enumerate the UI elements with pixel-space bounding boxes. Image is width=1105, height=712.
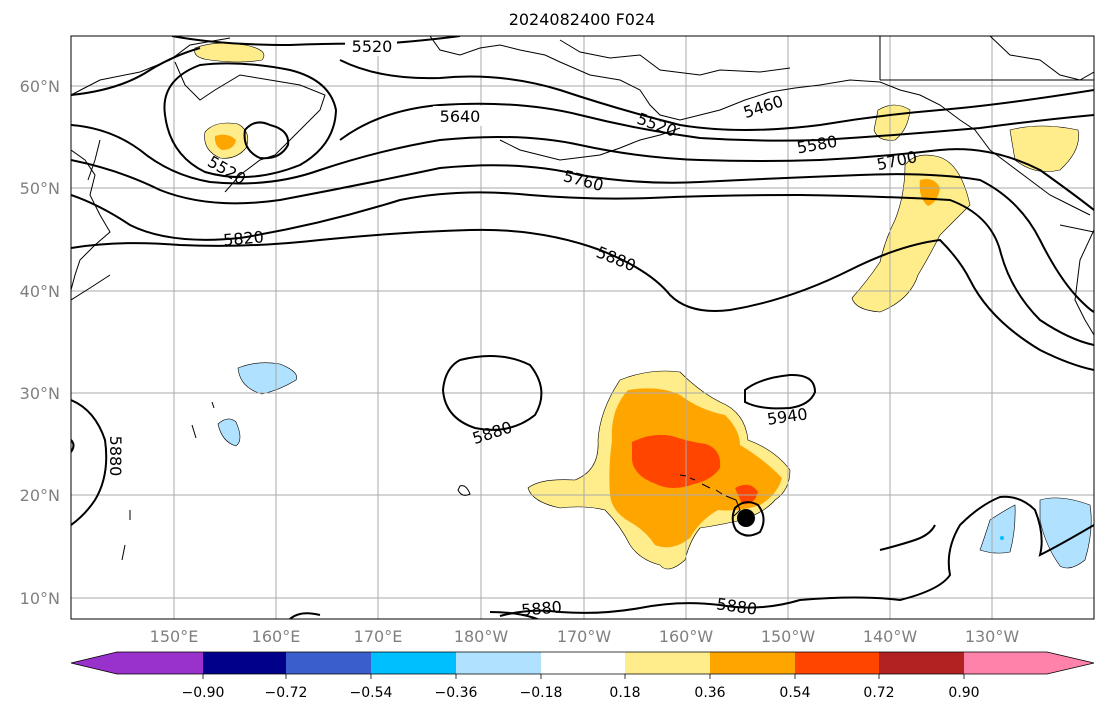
colorbar-tick-label: −0.72: [265, 685, 308, 701]
label-5820: 5820: [222, 227, 264, 249]
strong-anomaly-hawaii: [632, 434, 721, 488]
lon-label-180w: 180°W: [454, 627, 509, 646]
label-5640: 5640: [440, 107, 481, 126]
contour-5880-sw: [879, 524, 936, 551]
colorbar-tick-label: 0.72: [863, 685, 894, 701]
coast-north-america: [1059, 224, 1094, 336]
lat-label-60: 60°N: [20, 77, 60, 96]
map-frame: [70, 35, 1095, 620]
figure-title: 2024082400 F024: [509, 10, 656, 29]
lat-label-50: 50°N: [20, 179, 60, 198]
contour-5880-main: [71, 228, 1094, 371]
contour-5460-inner: [243, 121, 290, 160]
colorbar-outline: [70, 651, 1095, 675]
latitude-labels: 60°N 50°N 40°N 30°N 20°N 10°N: [20, 77, 60, 608]
islands-hawaii: [679, 474, 741, 517]
anomaly-shading: [194, 42, 1092, 570]
contour-5580: [71, 47, 1094, 131]
negative-anomaly-4: [979, 504, 1016, 554]
colorbar-tick-label: 0.90: [948, 685, 979, 701]
contour-5640: [339, 102, 1094, 142]
contour-5520-upper: [171, 36, 461, 47]
contour-5880-south: [71, 439, 1094, 619]
contour-5700: [71, 124, 1094, 211]
longitude-labels: 150°E 160°E 170°E 180°W 170°W 160°W 150°…: [150, 627, 1020, 646]
colorbar-tick-label: −0.36: [435, 685, 478, 701]
lon-label-150e: 150°E: [150, 627, 199, 646]
contour-5940: [744, 373, 817, 410]
lon-label-170w: 170°W: [557, 627, 612, 646]
colorbar-tick-label: −0.54: [350, 685, 393, 701]
height-contours: [71, 36, 1094, 619]
lon-label-150w: 150°W: [761, 627, 816, 646]
label-5520-a: 5520: [352, 37, 393, 56]
colorbar-min-arrow: [71, 652, 117, 674]
islands-small: [121, 401, 471, 561]
colorbar-tick-label: −0.90: [182, 685, 225, 701]
lon-label-160e: 160°E: [252, 627, 301, 646]
contour-5520-low: [163, 62, 338, 179]
contour-5880-west: [71, 399, 108, 526]
colorbar: −0.90 −0.72 −0.54 −0.36 −0.18 0.18 0.36 …: [70, 651, 1095, 701]
coastlines: [71, 36, 1094, 561]
lat-label-40: 40°N: [20, 282, 60, 301]
lat-label-20: 20°N: [20, 486, 60, 505]
strong-anomaly-kamchatka: [214, 134, 236, 150]
coast-alaska: [429, 36, 1094, 216]
negative-anomaly-3: [1039, 497, 1092, 569]
positive-anomaly-west-coast: [851, 154, 971, 313]
lat-label-10: 10°N: [20, 589, 60, 608]
lon-label-170e: 170°E: [354, 627, 403, 646]
lon-label-130w: 130°W: [965, 627, 1020, 646]
colorbar-max-arrow: [1047, 652, 1094, 674]
contour-cyclone: [731, 501, 765, 537]
colorbar-tick-label: 0.18: [609, 685, 640, 701]
contour-5820: [71, 191, 1094, 346]
label-5880-c: 5880: [106, 436, 125, 477]
colorbar-tick-label: 0.36: [694, 685, 725, 701]
filled-circle-icon: [737, 509, 755, 527]
colorbar-tick-label: 0.54: [779, 685, 810, 701]
contour-5760: [71, 159, 1094, 313]
negative-anomaly-1: [237, 362, 297, 395]
lat-label-30: 30°N: [20, 384, 60, 403]
lon-label-160w: 160°W: [659, 627, 714, 646]
colorbar-tick-label: −0.18: [520, 685, 563, 701]
contour-5880-ring: [441, 355, 543, 431]
map-panel: [71, 36, 1094, 619]
map-gridlines: [71, 36, 1094, 619]
coast-alaska-north: [559, 36, 1094, 81]
negative-anomaly-2: [217, 418, 241, 447]
positive-anomaly-bc: [1009, 125, 1079, 172]
lon-label-140w: 140°W: [863, 627, 918, 646]
label-5880-d: 5880: [520, 597, 562, 619]
